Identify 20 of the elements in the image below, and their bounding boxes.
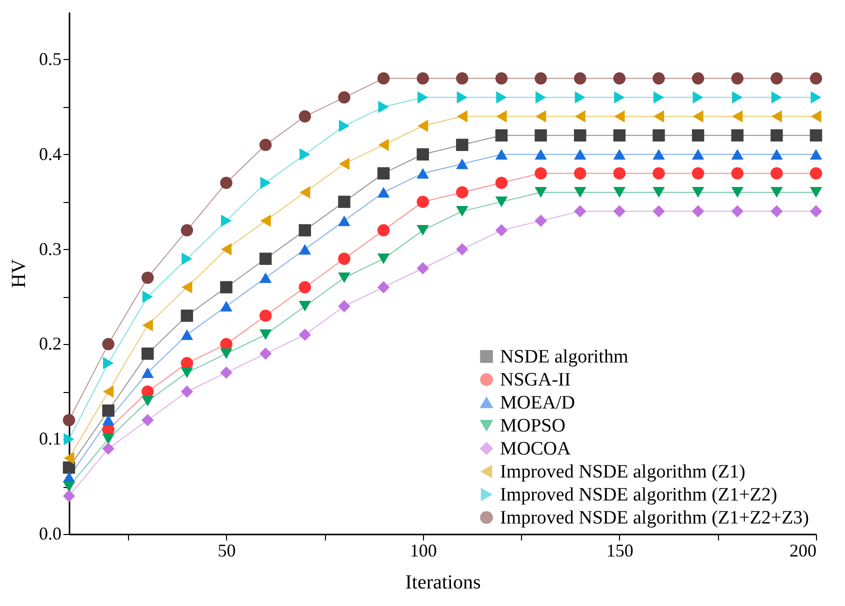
- y-tick-label: 0.4: [39, 144, 62, 164]
- x-tick-label: 200: [790, 540, 816, 560]
- legend-label: Improved NSDE algorithm (Z1+Z2): [500, 484, 778, 506]
- y-tick-label: 0.2: [39, 334, 62, 354]
- legend-label: Improved NSDE algorithm (Z1): [500, 462, 746, 482]
- legend-label: MOCOA: [500, 438, 572, 460]
- y-tick-label: 0.5: [39, 48, 62, 69]
- x-tick-label: 150: [606, 540, 634, 560]
- legend-label: NSGA-II: [500, 370, 571, 390]
- y-tick-label: 0.1: [39, 428, 62, 449]
- y-axis-title: HV: [8, 258, 30, 288]
- x-tick-label: 100: [410, 540, 437, 560]
- legend-label: Improved NSDE algorithm (Z1+Z2+Z3): [500, 508, 810, 528]
- legend-label: MOPSO: [500, 416, 566, 436]
- legend-label: MOEA/D: [500, 392, 575, 414]
- y-tick-label: 0.3: [39, 238, 62, 259]
- x-axis-title: Iterations: [405, 572, 481, 594]
- y-tick-label: 0.0: [39, 524, 62, 544]
- x-tick-label: 50: [218, 540, 236, 560]
- legend-label: NSDE algorithm: [500, 346, 628, 368]
